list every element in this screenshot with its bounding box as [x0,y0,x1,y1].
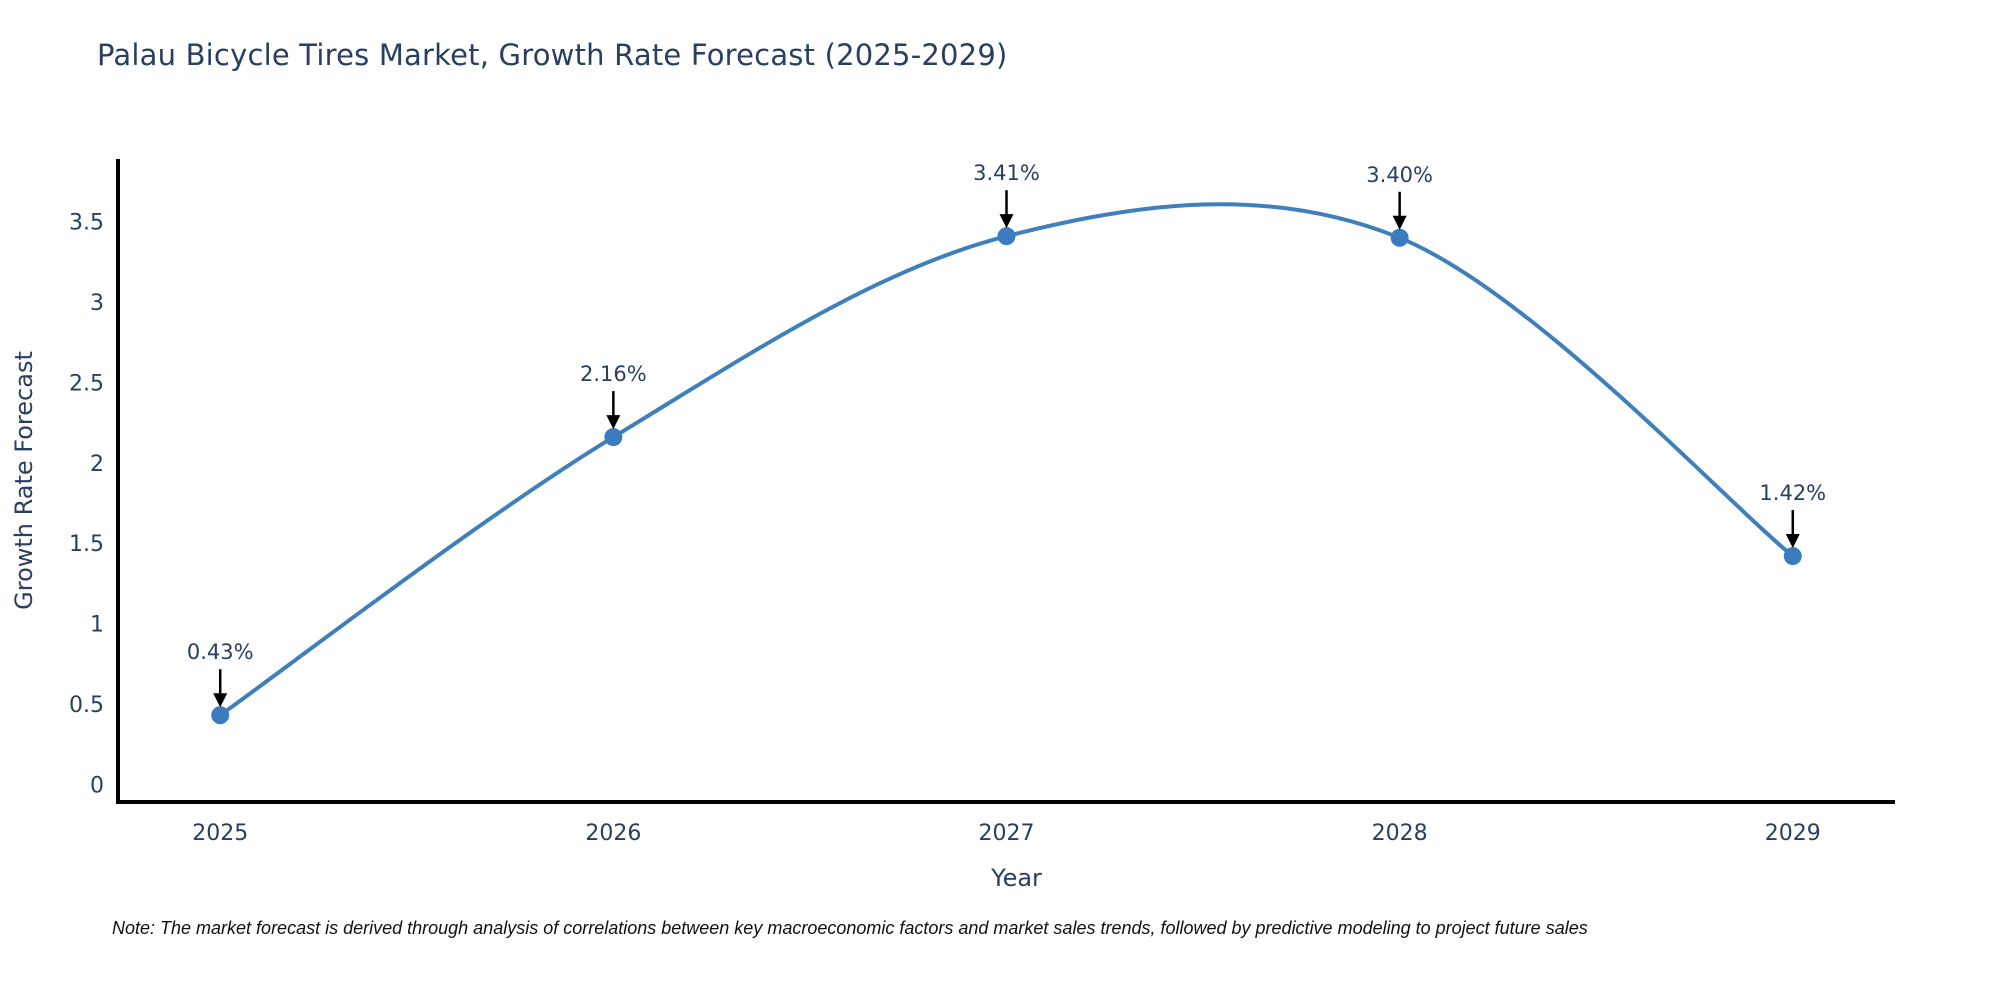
chart-title: Palau Bicycle Tires Market, Growth Rate … [97,38,1008,72]
x-tick-label: 2026 [585,821,641,846]
y-tick-label: 0.5 [69,693,104,718]
annotation-arrowhead [1785,534,1800,549]
x-tick-label: 2029 [1765,821,1821,846]
point-label: 1.42% [1759,481,1826,505]
x-axis-title: Year [990,864,1042,892]
point-label: 0.43% [187,640,254,664]
x-tick-label: 2027 [979,821,1035,846]
data-point [1783,547,1802,566]
forecast-line [218,202,1795,718]
y-tick-label: 2.5 [69,371,104,396]
y-tick-label: 0 [90,773,104,798]
data-point [211,706,230,725]
y-tick-label: 1.5 [69,532,104,557]
point-label: 3.40% [1366,163,1433,187]
y-axis-title: Growth Rate Forecast [10,351,38,610]
data-point [604,428,623,447]
x-tick-label: 2025 [192,821,248,846]
data-point [1390,228,1409,247]
annotation-arrowhead [1392,215,1407,230]
annotation-arrowhead [606,415,621,430]
data-point [997,227,1016,246]
point-label: 2.16% [580,362,647,386]
footnote: Note: The market forecast is derived thr… [112,918,1588,938]
annotation-arrowhead [213,693,228,708]
x-tick-label: 2028 [1372,821,1428,846]
annotation-arrowhead [999,214,1014,229]
y-tick-label: 3.5 [69,211,104,236]
y-tick-label: 1 [90,613,104,638]
y-tick-label: 3 [90,291,104,316]
point-label: 3.41% [973,161,1040,185]
y-tick-label: 2 [90,452,104,477]
